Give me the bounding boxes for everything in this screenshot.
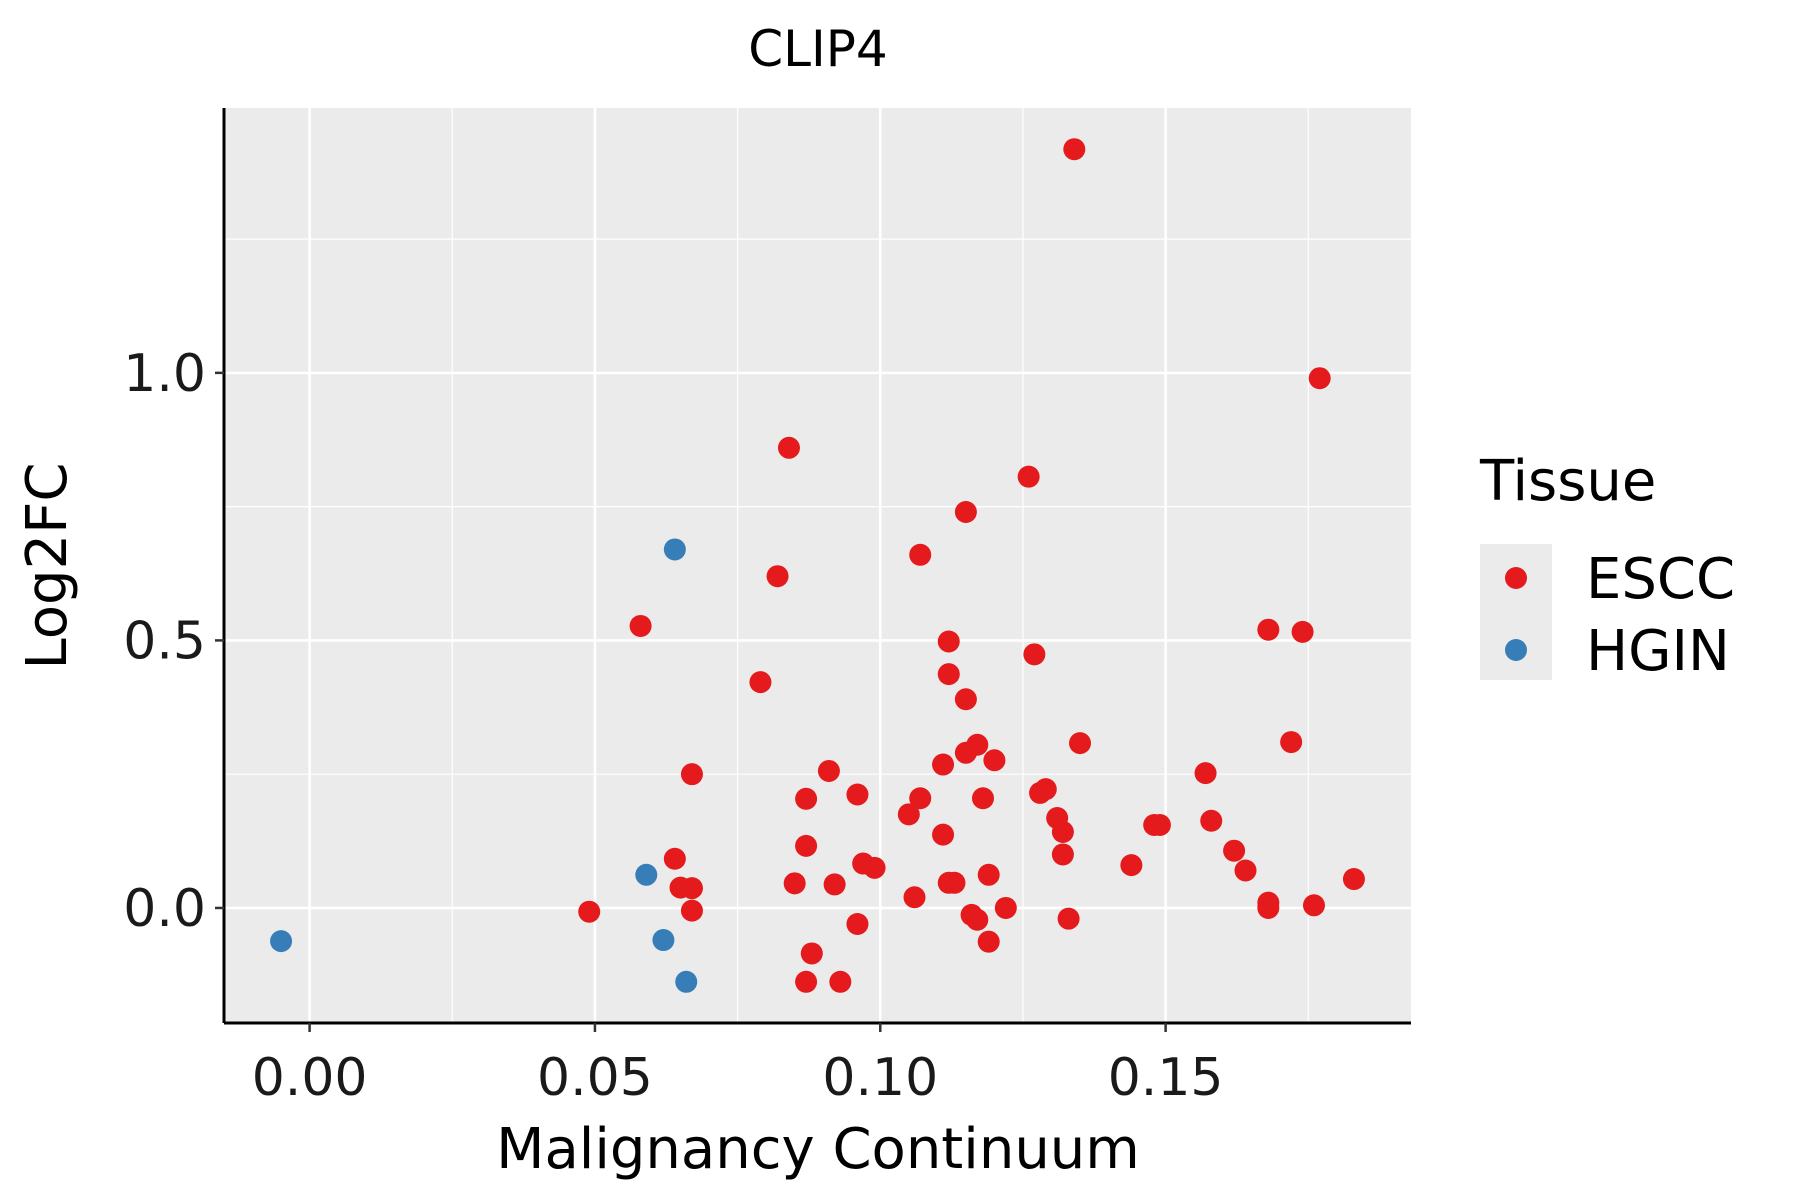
data-point-escc — [680, 899, 703, 922]
legend-label-escc: ESCC — [1586, 547, 1735, 612]
legend-key-escc — [1505, 567, 1527, 589]
data-point-hgin — [675, 970, 698, 993]
data-point-escc — [795, 970, 818, 993]
data-point-escc — [1069, 732, 1092, 755]
data-point-escc — [977, 863, 1000, 886]
data-point-escc — [1342, 868, 1365, 891]
data-point-escc — [1280, 731, 1303, 754]
data-points — [270, 138, 1365, 993]
data-point-escc — [1051, 820, 1074, 843]
data-point-escc — [977, 930, 1000, 953]
data-point-escc — [954, 500, 977, 523]
data-point-escc — [1194, 762, 1217, 785]
data-point-escc — [1034, 778, 1057, 801]
data-point-escc — [1200, 809, 1223, 832]
data-point-hgin — [663, 538, 686, 561]
data-point-escc — [943, 871, 966, 894]
data-point-escc — [629, 614, 652, 637]
data-point-escc — [994, 896, 1017, 919]
x-tick-label: 0.15 — [1108, 1048, 1224, 1108]
legend-title: Tissue — [1479, 449, 1656, 514]
data-point-escc — [795, 787, 818, 810]
data-point-escc — [680, 877, 703, 900]
data-point-escc — [937, 663, 960, 686]
y-tick-label: 0.5 — [123, 611, 206, 671]
x-tick-label: 0.10 — [822, 1048, 938, 1108]
y-tick-label: 1.0 — [123, 344, 206, 404]
data-point-escc — [1148, 814, 1171, 837]
data-point-escc — [817, 759, 840, 782]
legend: Tissue ESCC HGIN — [1479, 449, 1735, 684]
data-point-escc — [1291, 620, 1314, 643]
data-point-escc — [1051, 843, 1074, 866]
data-point-escc — [800, 942, 823, 965]
x-tick-label: 0.00 — [252, 1048, 368, 1108]
data-point-escc — [971, 787, 994, 810]
data-point-escc — [897, 803, 920, 826]
data-point-escc — [954, 688, 977, 711]
data-point-escc — [863, 856, 886, 879]
data-point-escc — [749, 671, 772, 694]
data-point-escc — [578, 900, 601, 923]
data-point-escc — [783, 872, 806, 895]
data-point-escc — [1057, 907, 1080, 930]
data-point-escc — [1302, 894, 1325, 917]
data-point-escc — [846, 783, 869, 806]
y-tick-label: 0.0 — [123, 879, 206, 939]
data-point-escc — [1017, 465, 1040, 488]
data-point-escc — [795, 834, 818, 857]
data-point-escc — [932, 753, 955, 776]
plot-area — [222, 108, 1411, 1025]
data-point-escc — [823, 873, 846, 896]
data-point-escc — [966, 733, 989, 756]
data-point-escc — [966, 908, 989, 931]
data-point-escc — [1223, 839, 1246, 862]
data-point-escc — [903, 886, 926, 909]
data-point-hgin — [652, 929, 675, 952]
legend-key-hgin — [1505, 639, 1527, 661]
data-point-escc — [1120, 854, 1143, 877]
data-point-escc — [909, 787, 932, 810]
data-point-escc — [983, 749, 1006, 772]
data-point-escc — [766, 565, 789, 588]
data-point-escc — [1257, 896, 1280, 919]
data-point-escc — [1234, 859, 1257, 882]
data-point-escc — [1063, 138, 1086, 161]
x-axis-ticks: 0.00 0.05 0.10 0.15 — [252, 1023, 1224, 1108]
data-point-escc — [937, 630, 960, 653]
chart-title: CLIP4 — [748, 20, 887, 78]
data-point-escc — [1023, 643, 1046, 666]
data-point-escc — [680, 763, 703, 786]
plot-panel-background — [224, 108, 1411, 1023]
data-point-hgin — [270, 930, 293, 953]
data-point-escc — [829, 970, 852, 993]
data-point-escc — [663, 847, 686, 870]
data-point-hgin — [635, 863, 658, 886]
x-tick-label: 0.05 — [537, 1048, 653, 1108]
data-point-escc — [932, 823, 955, 846]
y-axis-ticks: 0.0 0.5 1.0 — [123, 344, 224, 939]
x-axis-title: Malignancy Continuum — [496, 1117, 1140, 1182]
data-point-escc — [909, 543, 932, 566]
data-point-escc — [1257, 618, 1280, 641]
legend-label-hgin: HGIN — [1586, 619, 1730, 684]
y-axis-title: Log2FC — [15, 463, 80, 670]
data-point-escc — [1308, 367, 1331, 390]
data-point-escc — [846, 913, 869, 936]
data-point-escc — [777, 436, 800, 459]
